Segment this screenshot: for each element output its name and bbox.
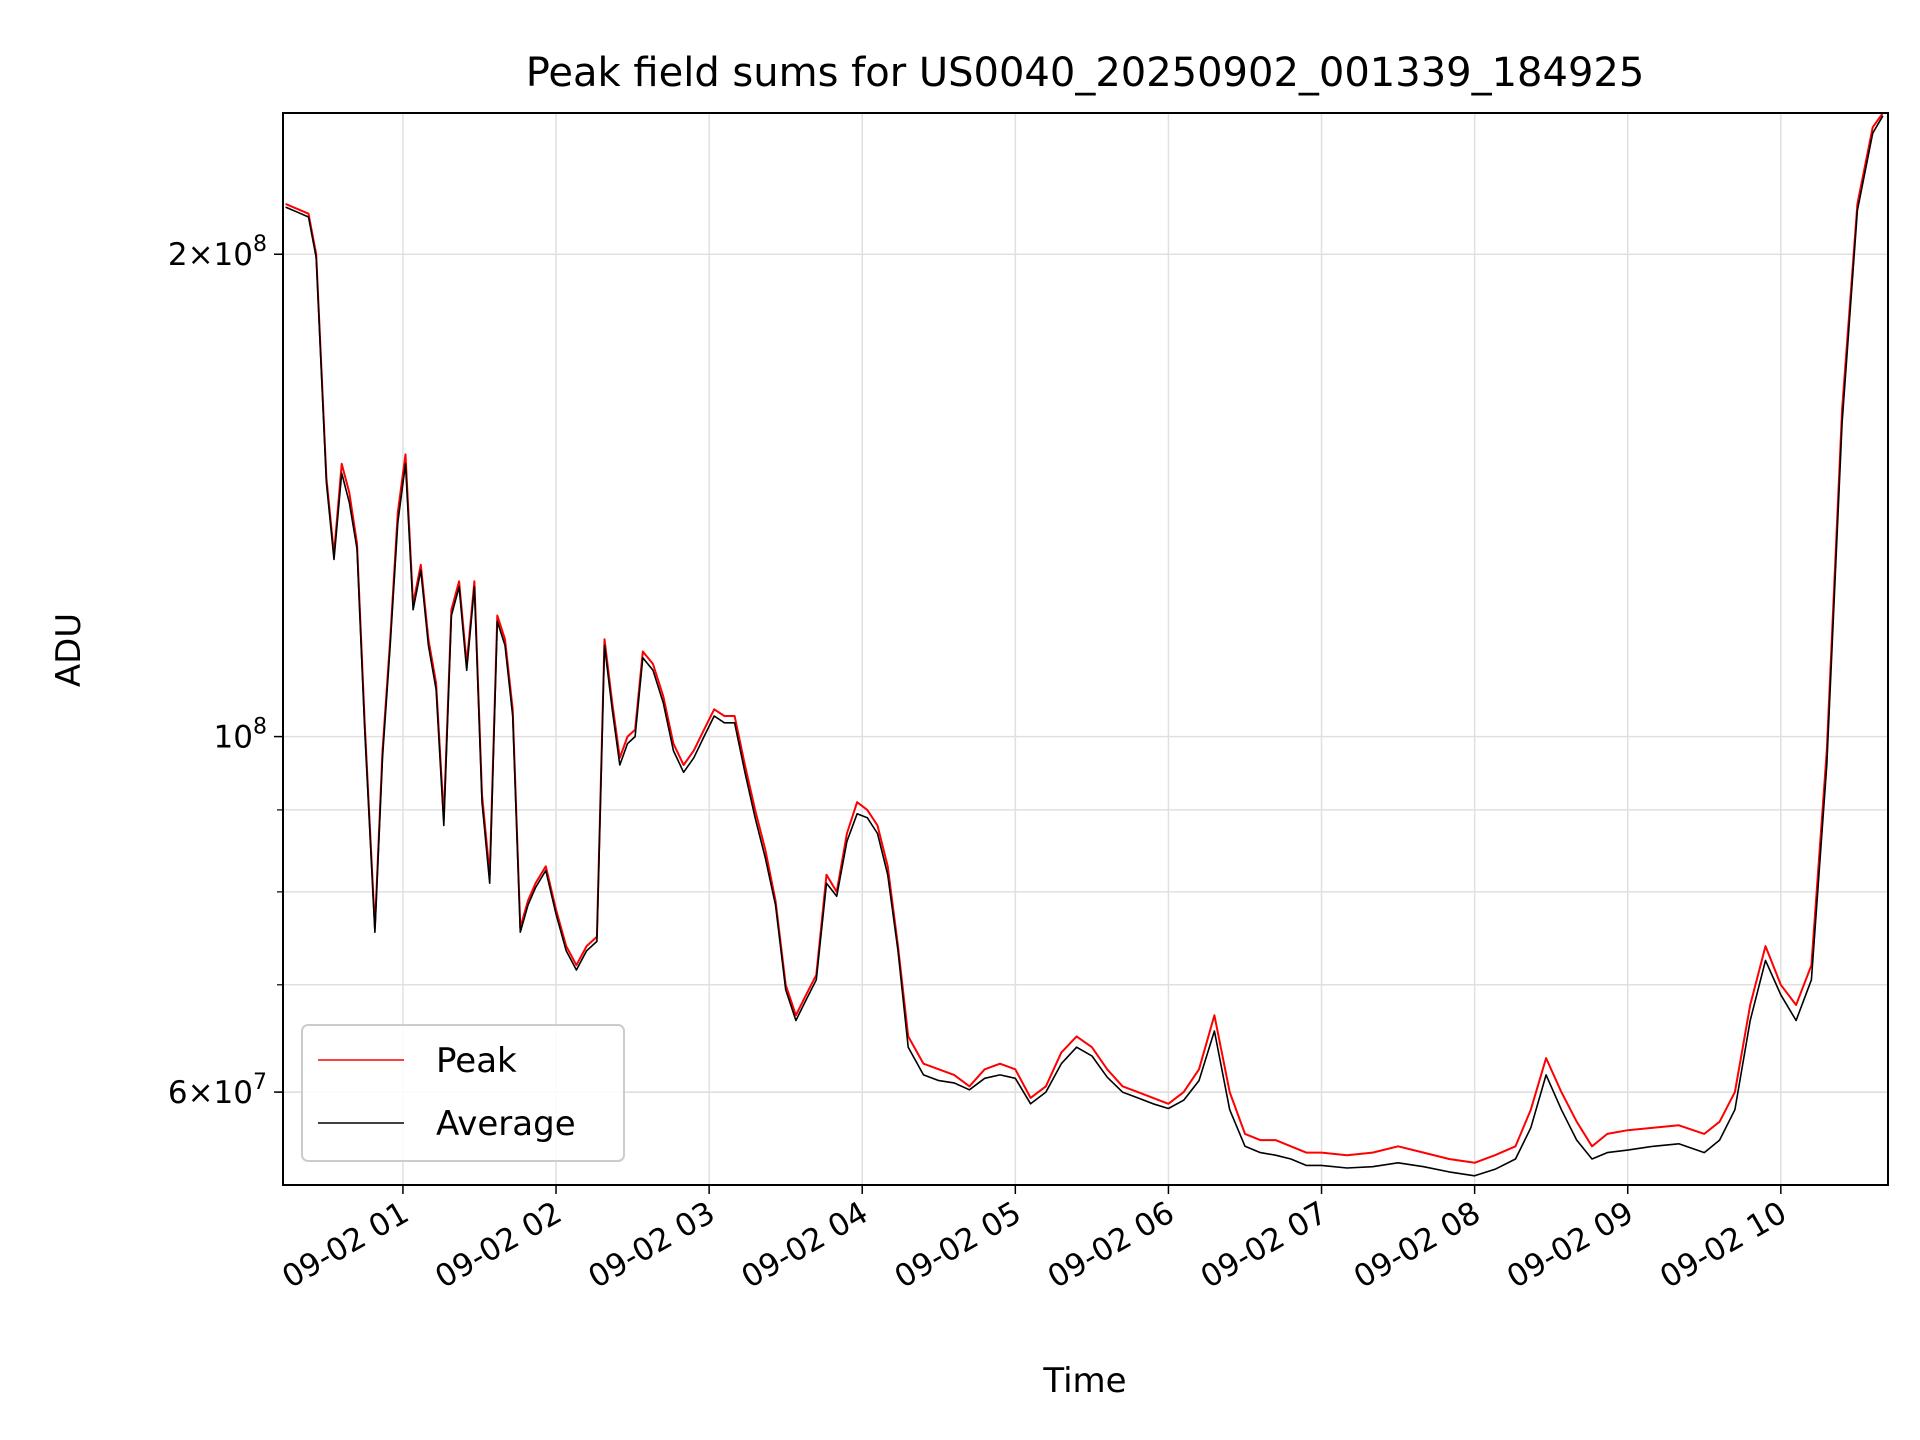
y-tick-label: 108 (214, 715, 267, 756)
y-tick-exponent: 8 (253, 232, 267, 257)
y-tick-exponent: 7 (253, 1070, 267, 1095)
y-tick-exponent: 8 (253, 715, 267, 740)
y-tick-base: 2×10 (168, 237, 253, 273)
chart-title: Peak field sums for US0040_20250902_0013… (526, 50, 1645, 96)
y-tick-label: 2×108 (168, 232, 267, 273)
y-tick-base: 10 (214, 720, 253, 756)
axes-frame (282, 112, 1889, 1186)
legend-average-label: Average (436, 1104, 576, 1144)
series-line-peak (285, 112, 1884, 1164)
legend: Peak Average (301, 1024, 625, 1162)
series-line-average (285, 115, 1884, 1177)
y-tick-label: 6×107 (168, 1070, 267, 1111)
legend-box (301, 1024, 625, 1162)
y-axis-label: ADU (49, 613, 89, 687)
x-axis-label: Time (1042, 1361, 1126, 1401)
plot-area (285, 112, 1884, 1177)
y-tick-base: 6×10 (168, 1075, 253, 1111)
legend-peak-label: Peak (436, 1041, 517, 1081)
